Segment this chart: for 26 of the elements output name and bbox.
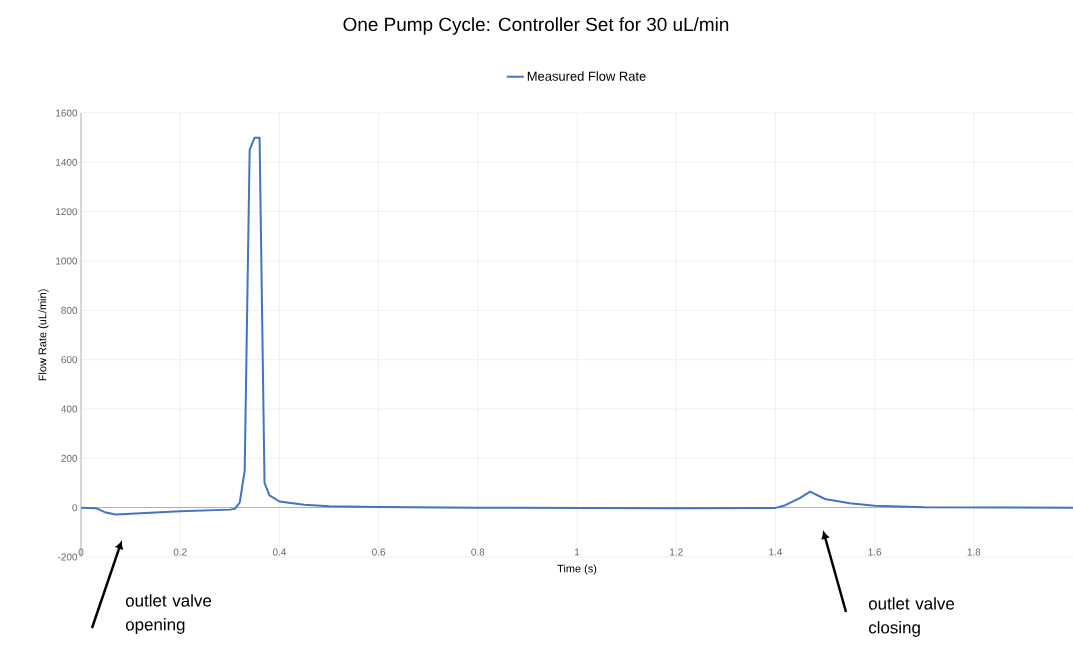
y-tick-label: 1200: [56, 208, 78, 216]
x-tick-label: 0.2: [173, 548, 187, 556]
x-tick-label: 1.2: [670, 548, 683, 556]
y-tick-label: 600: [61, 356, 78, 364]
y-tick-label: 800: [61, 306, 78, 314]
y-tick-label: 0: [72, 504, 78, 512]
x-tick-label: 1.8: [967, 548, 981, 556]
y-tick-label: 1600: [56, 109, 78, 117]
y-tick-label: 1000: [56, 257, 78, 265]
x-tick-label: 1: [575, 548, 580, 556]
x-tick-label: 1.4: [769, 548, 783, 556]
y-tick-label: 400: [61, 405, 78, 413]
x-tick-label: 0.6: [372, 548, 386, 556]
y-tick-label: -200: [57, 553, 78, 561]
x-tick-label: 1.6: [868, 548, 882, 556]
y-axis-title: Flow Rate (uL/min): [38, 289, 49, 381]
chart-title: One Pump Cycle: Controller Set for 30 uL/min: [343, 17, 729, 35]
x-tick-label: 0: [78, 548, 84, 556]
text: outlet valve closing: [868, 597, 955, 637]
text: outlet valve opening: [125, 594, 212, 634]
legend-label: Measured Flow Rate: [527, 71, 646, 81]
x-tick-label: 0.8: [471, 548, 485, 556]
x-axis-title: Time (s): [557, 564, 597, 575]
x-tick-label: 0.4: [272, 548, 287, 556]
y-tick-label: 200: [61, 454, 78, 462]
y-tick-label: 1400: [56, 158, 78, 166]
